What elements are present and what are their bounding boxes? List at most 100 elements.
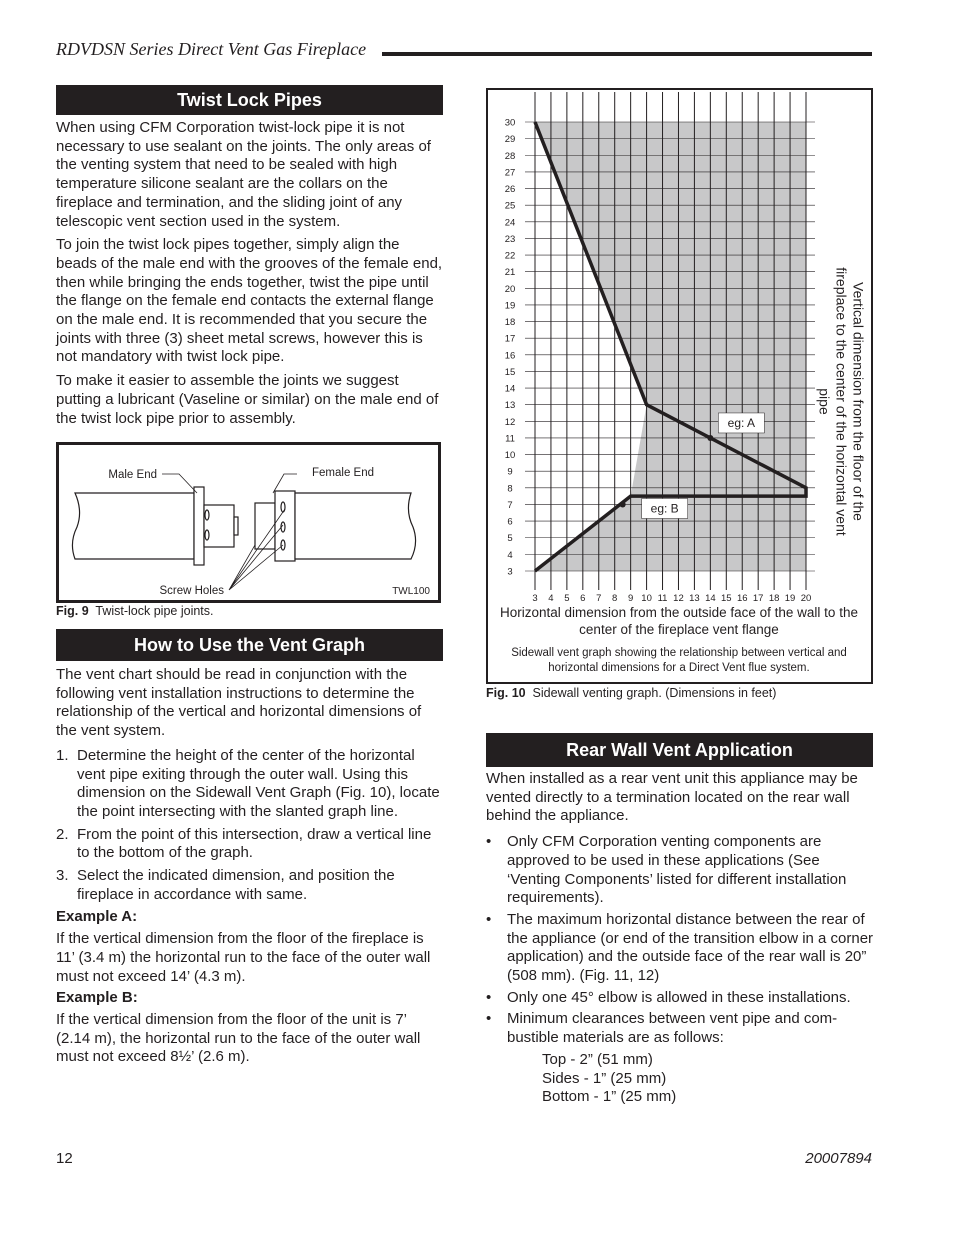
y-tick-label: 23 [505,234,516,245]
text-block: The vent chart should be read in conjunc… [56,666,444,1067]
list-text: Determine the height of the center of th… [77,746,440,820]
tick-label-bg [500,399,520,410]
x-tick-label: 7 [596,593,601,604]
caption-number: Fig. 10 [486,686,526,700]
tick-label-bg [500,216,520,227]
y-tick-label: 4 [507,550,512,561]
tick-label-bg [500,482,520,493]
section-heading: How to Use the Vent Graph [56,629,443,661]
clearance: Sides - 1” (25 mm) [542,1069,667,1087]
shaded-area [630,404,806,497]
x-tick-label: 17 [753,593,764,604]
tick-label-bg [500,499,520,510]
section-heading: Twist Lock Pipes [56,85,443,115]
y-tick-label: 15 [505,367,516,378]
y-tick-label: 20 [505,284,516,295]
female-pipe [294,492,417,560]
x-tick-label: 10 [641,593,652,604]
x-tick-label: 20 [801,593,812,604]
screw-hole [204,529,210,541]
tick-label-bg [500,183,520,194]
x-tick-label: 8 [612,593,617,604]
leader-line [228,508,286,591]
tick-label-bg [500,449,520,460]
figure-caption: Fig. 10 Sidewall venting graph. (Dimensi… [486,685,776,701]
chart: 3 4 5 6 7 8 9 10 11 12 13 14 15 16 17 18 19 20 21 22 23 24 25 2… [486,88,873,684]
x-tick-label: 13 [689,593,700,604]
y-tick-label: 30 [505,118,516,129]
male-pipe [71,492,195,560]
tick-label-bg [500,283,520,294]
x-tick-label: 4 [548,593,553,604]
pipe-diagram: Male End Female End Screw Holes TWL100 [71,467,430,597]
list-number: 2. [56,825,69,843]
paragraph: If the vertical dimension from the floor… [56,1010,421,1066]
x-tick-label: 6 [580,593,585,604]
clearance-list: Top - 2” (51 mm) Sides - 1” (25 mm) Bott… [486,1051,874,1107]
tick-label-bg [500,250,520,261]
diagram-code: TWL100 [392,586,430,597]
paragraph: To join the twist lock pipes together, s… [56,236,443,366]
tick-label-bg [500,416,520,427]
example-label: Example A: [56,908,138,926]
tick-label-bg [500,566,520,576]
bullet-text: The maximum horizontal distance between … [507,910,874,985]
x-axis-label: Horizontal dimension from the outside fa… [500,605,858,637]
x-tick-label: 5 [564,593,569,604]
tick-label-bg [500,466,520,477]
tick-label-bg [500,316,520,327]
chart-caption: Sidewall vent graph showing the relation… [511,647,847,674]
clearance: Top - 2” (51 mm) [542,1050,653,1068]
tick-label-bg [500,117,520,127]
y-tick-label: 9 [507,467,512,478]
bullet-item: Minimum clearances between vent pipe and… [486,1010,874,1047]
y-tick-label: 27 [505,167,516,178]
list-number: 3. [56,867,69,885]
annotation-box [718,412,765,434]
y-tick-label: 29 [505,134,516,145]
female-collar [254,502,276,550]
y-tick-label: 19 [505,300,516,311]
annotation-point [619,501,626,508]
x-tick-label: 9 [628,593,633,604]
doc-number: 20007894 [805,1150,872,1167]
example-label: Example B: [56,989,138,1007]
vent-line [533,121,808,573]
paragraph: When installed as a rear vent unit this … [486,770,858,825]
shaded-area [535,496,806,571]
list-item: 2. From the point of this intersection, d… [56,826,444,863]
bullet-item: Only one 45° elbow is allowed in these i… [486,989,874,1008]
list-text: From the point of this intersection, dra… [77,825,432,862]
x-tick-label: 18 [769,593,780,604]
annotation-label: eg: B [651,501,679,515]
diagram-label: Female End [312,467,374,479]
y-tick-label: 14 [505,384,516,395]
tick-label-bg [500,133,520,144]
y-tick-label: 24 [505,217,516,228]
x-tick-label: 12 [673,593,684,604]
paragraph: If the vertical dimension from the floor… [56,930,431,985]
annotation-label: eg: A [728,416,755,430]
annotation-point [707,434,714,441]
tick-label-bg [500,349,520,360]
header-rule [382,52,872,56]
tick-label-bg [500,366,520,377]
tick-label-bg [500,266,520,277]
y-axis-label: Vertical dimension from the floor of the… [816,267,867,536]
paragraph: To make it easier to assemble the joints… [56,372,439,427]
tick-label-bg [500,299,520,310]
paragraph: The vent chart should be read in conjunc… [56,666,422,740]
tick-label-bg [525,591,816,603]
bullet-text: Only CFM Corporation venting components … [507,833,847,907]
annotation-box [641,498,688,519]
y-tick-label: 5 [507,533,512,544]
y-tick-label: 11 [505,433,515,444]
y-tick-label: 6 [507,517,512,528]
x-tick-label: 14 [705,593,716,604]
y-tick-label: 10 [505,450,516,461]
leader-line [162,473,198,494]
bullet-text: Only one 45° elbow is allowed in these i… [507,988,851,1006]
page-number: 12 [56,1150,73,1167]
x-tick-label: 16 [737,593,748,604]
